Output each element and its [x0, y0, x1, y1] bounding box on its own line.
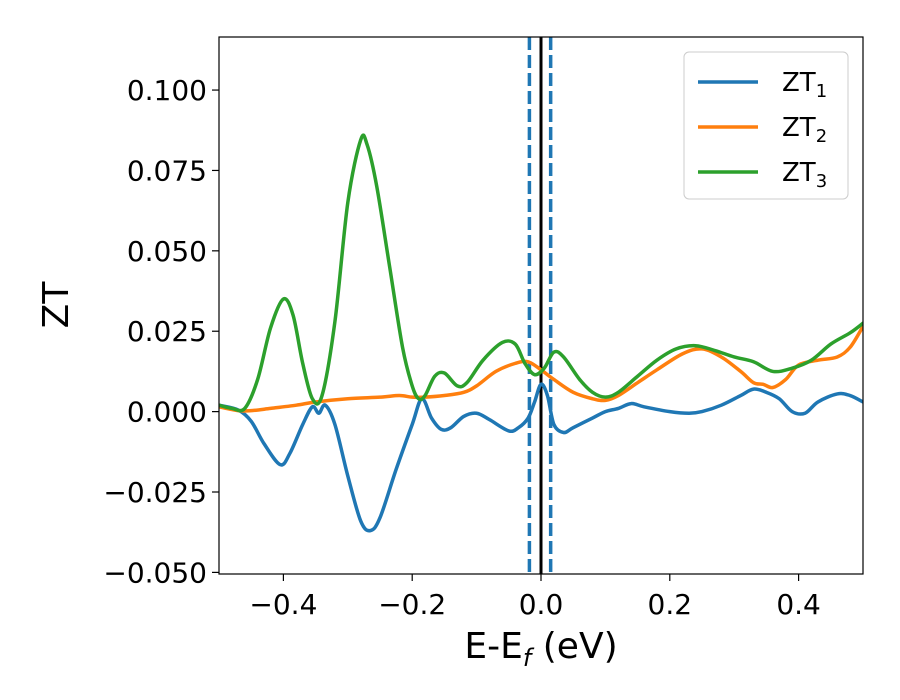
x-tick-label: −0.2 — [378, 588, 446, 621]
y-tick-label: 0.100 — [127, 74, 207, 107]
y-axis-label: ZT — [36, 281, 77, 329]
legend-box — [683, 51, 849, 200]
reference-lines — [527, 37, 553, 574]
legend-label: ZT2 — [782, 113, 827, 147]
x-tick-label: 0.4 — [776, 588, 821, 621]
x-tick-label: −0.4 — [249, 588, 317, 621]
y-tick-label: 0.025 — [127, 315, 207, 348]
legend-label: ZT3 — [782, 158, 827, 192]
series-line-zt3 — [219, 133, 863, 413]
series-line-zt1 — [219, 382, 863, 533]
legend-label: ZT1 — [782, 68, 827, 102]
x-tick-label: 0.0 — [519, 588, 564, 621]
y-tick-label: 0.075 — [127, 154, 207, 187]
x-axis-ticks: −0.4 −0.2 0.0 0.2 0.4 — [249, 574, 821, 621]
series-layer — [219, 133, 863, 533]
y-tick-label: −0.025 — [103, 476, 207, 509]
y-tick-label: 0.050 — [127, 235, 207, 268]
y-tick-label: −0.050 — [103, 556, 207, 589]
x-axis-label: E-Ef (eV) — [464, 626, 617, 672]
series-line-zt2 — [219, 324, 863, 413]
y-axis-ticks: −0.050 −0.025 0.000 0.025 0.050 0.075 0.100 — [103, 74, 219, 589]
x-tick-label: 0.2 — [648, 588, 693, 621]
legend-entry-zt2: ZT2 — [698, 113, 827, 147]
legend-entry-zt1: ZT1 — [698, 68, 827, 102]
legend: ZT1 ZT2 ZT3 — [683, 51, 849, 200]
x-axis-label-suffix: (eV) — [531, 626, 617, 667]
x-axis-label-base: E-E — [464, 626, 522, 667]
legend-entry-zt3: ZT3 — [698, 158, 827, 192]
y-tick-label: 0.000 — [127, 396, 207, 429]
